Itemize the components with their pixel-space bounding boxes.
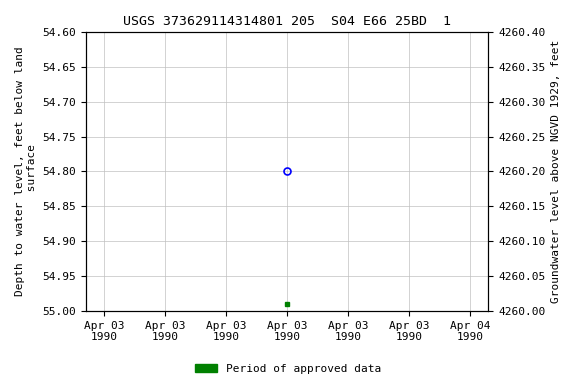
Legend: Period of approved data: Period of approved data [191,359,385,379]
Y-axis label: Groundwater level above NGVD 1929, feet: Groundwater level above NGVD 1929, feet [551,40,561,303]
Y-axis label: Depth to water level, feet below land
 surface: Depth to water level, feet below land su… [15,46,37,296]
Title: USGS 373629114314801 205  S04 E66 25BD  1: USGS 373629114314801 205 S04 E66 25BD 1 [123,15,451,28]
